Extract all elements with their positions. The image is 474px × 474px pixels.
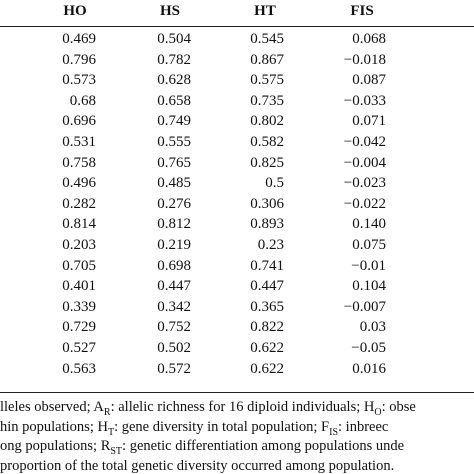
table-cell: 0.140: [352, 216, 386, 233]
table-cell: 0.075: [352, 237, 386, 253]
subscript: IS: [329, 426, 339, 438]
table-cell: 0.741: [250, 257, 284, 274]
table-cell: 0.531: [62, 134, 96, 150]
footnote-line: proportion of the total genetic diversit…: [0, 458, 394, 474]
table-cell: 0.545: [250, 31, 284, 47]
table-cell: 0.219: [157, 237, 191, 253]
footnote-line: hin populations; HT: gene diversity in t…: [0, 419, 388, 438]
table-cell: 0.782: [157, 51, 191, 68]
table-cell: 0.282: [62, 195, 96, 212]
table-cell: 0.5: [265, 175, 284, 192]
table-cell: −0.033: [343, 92, 386, 109]
text: : obse: [381, 399, 416, 415]
text: hin populations; H: [0, 418, 108, 435]
table-cell: 0.796: [62, 51, 96, 68]
subscript: T: [107, 426, 115, 438]
table-cell: −0.023: [343, 175, 386, 192]
column-header: HT: [254, 3, 276, 19]
table-cell: −0.004: [343, 154, 386, 171]
table-cell: 0.812: [157, 216, 191, 233]
table-cell: 0.555: [157, 134, 191, 150]
subscript: O: [374, 406, 382, 418]
table-cell: −0.01: [351, 257, 386, 274]
table-cell: 0.496: [62, 175, 96, 192]
table-cell: 0.735: [250, 92, 284, 109]
text: : gene diversity in total population; F: [114, 418, 330, 435]
table-cell: 0.814: [62, 216, 96, 233]
table-cell: 0.447: [250, 278, 284, 295]
table-cell: 0.628: [157, 72, 191, 89]
table-cell: 0.698: [157, 257, 191, 274]
table-cell: 0.575: [250, 72, 284, 89]
table-cell: 0.658: [157, 92, 191, 109]
table-cell: −0.05: [351, 340, 386, 356]
table-cell: 0.276: [157, 195, 191, 212]
table-cell: 0.729: [62, 319, 96, 336]
table-cell: 0.342: [157, 298, 191, 315]
table-cell: 0.752: [157, 319, 191, 336]
table-cell: 0.365: [250, 298, 284, 315]
table-cell: −0.007: [343, 298, 386, 315]
table-cell: 0.68: [69, 92, 96, 109]
table-cell: 0.572: [157, 360, 191, 377]
subscript: ST: [110, 445, 123, 457]
table-cell: 0.203: [62, 237, 96, 253]
footnote-line: ong populations; RST: genetic differenti…: [0, 438, 404, 457]
table-cell: 0.867: [250, 51, 284, 68]
table-cell: 0.705: [62, 257, 96, 274]
table-cell: 0.03: [359, 319, 386, 336]
text: lleles observed; A: [0, 399, 104, 415]
table-cell: 0.23: [257, 237, 284, 253]
subscript: R: [103, 406, 111, 418]
table-cell: 0.485: [157, 175, 191, 192]
table-cell: 0.825: [250, 154, 284, 171]
text: : inbreec: [338, 418, 389, 435]
table-cell: 0.447: [157, 278, 191, 295]
text: : genetic differentiation among populati…: [122, 438, 405, 454]
table-cell: 0.563: [62, 360, 96, 377]
table-cell: 0.469: [62, 31, 96, 47]
column-header: HS: [159, 3, 180, 19]
table-cell: −0.018: [343, 51, 386, 68]
table-cell: 0.306: [250, 195, 284, 212]
table-cell: 0.749: [157, 113, 191, 130]
table-cell: 0.696: [62, 113, 96, 130]
table-cell: 0.765: [157, 154, 191, 171]
footnote-line: lleles observed; AR: allelic richness fo…: [0, 399, 416, 418]
table-cell: −0.042: [343, 134, 386, 150]
table-cell: 0.071: [352, 113, 386, 130]
table-cell: 0.401: [62, 278, 96, 295]
table-cell: 0.087: [352, 72, 386, 89]
bottom-rule: [0, 392, 474, 393]
table-cell: 0.502: [157, 340, 191, 356]
column-header: FIS: [350, 3, 374, 19]
text: ong populations; R: [0, 438, 111, 454]
table-cell: 0.104: [352, 278, 386, 295]
column-header: HO: [63, 3, 87, 19]
table-cell: −0.022: [343, 195, 386, 212]
text: proportion of the total genetic diversit…: [0, 457, 395, 474]
table-cell: 0.893: [250, 216, 284, 233]
table-cell: 0.573: [62, 72, 96, 89]
table-cell: 0.622: [250, 340, 284, 356]
header-rule: [0, 26, 474, 27]
table-cell: 0.622: [250, 360, 284, 377]
table-cell: 0.582: [250, 134, 284, 150]
table-cell: 0.339: [62, 298, 96, 315]
table-cell: 0.016: [352, 360, 386, 377]
table-cell: 0.504: [157, 31, 191, 47]
table-cell: 0.527: [62, 340, 96, 356]
table-cell: 0.802: [250, 113, 284, 130]
table-cell: 0.068: [352, 31, 386, 47]
table-cell: 0.758: [62, 154, 96, 171]
text: : allelic richness for 16 diploid indivi…: [110, 399, 375, 415]
table-cell: 0.822: [250, 319, 284, 336]
